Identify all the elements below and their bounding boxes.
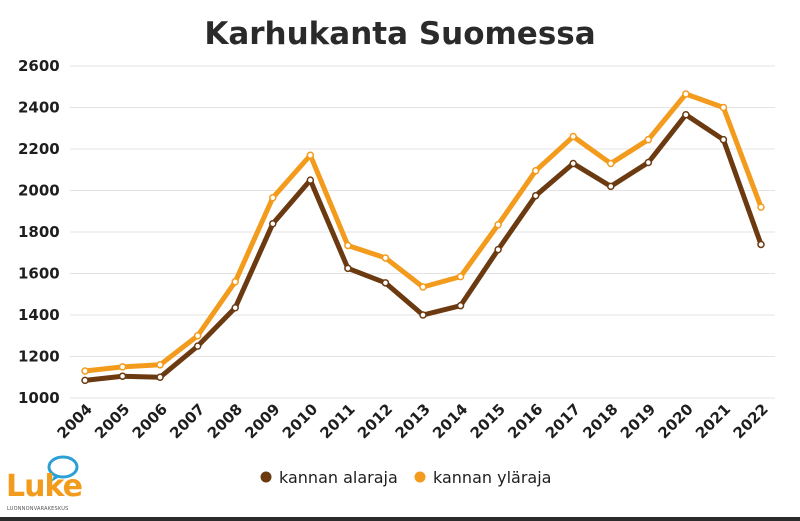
point-s0-2005 <box>118 372 127 380</box>
x-tick-label-2007: 2007 <box>166 400 208 442</box>
series-line-0 <box>82 112 764 383</box>
series-lines <box>81 90 765 385</box>
point-s0-2018 <box>607 182 615 191</box>
point-s1-2008 <box>231 278 239 286</box>
x-tick-label-2017: 2017 <box>542 400 584 442</box>
x-axis-ticks: 2004200520062007200820092010201120122013… <box>54 400 772 442</box>
point-s1-2005 <box>118 363 127 371</box>
x-tick-label-2014: 2014 <box>429 400 471 442</box>
point-s1-2014 <box>456 272 465 281</box>
luke-logo: Luke LUONNONVARAKESKUS <box>6 455 116 515</box>
point-s1-2020 <box>682 90 690 98</box>
logo-subtitle: LUONNONVARAKESKUS <box>7 506 69 512</box>
y-tick-label-2400: 2400 <box>18 99 60 117</box>
y-tick-label-1000: 1000 <box>18 389 60 407</box>
x-tick-label-2008: 2008 <box>204 400 246 442</box>
x-tick-label-2013: 2013 <box>392 400 434 442</box>
point-s1-2021 <box>719 103 728 112</box>
legend-label-lower: kannan alaraja <box>279 468 398 487</box>
point-s0-2009 <box>269 219 277 228</box>
x-tick-label-2004: 2004 <box>54 400 96 442</box>
x-tick-label-2005: 2005 <box>91 400 133 442</box>
series-line-1 <box>82 91 764 374</box>
point-s1-2012 <box>381 254 390 262</box>
point-s0-2004 <box>81 376 89 385</box>
point-s1-2017 <box>569 132 577 141</box>
point-s0-2014 <box>456 301 465 310</box>
y-tick-label-1800: 1800 <box>18 223 60 241</box>
x-tick-label-2006: 2006 <box>129 400 171 442</box>
point-s1-2019 <box>644 135 653 144</box>
x-tick-label-2022: 2022 <box>730 400 772 442</box>
bottom-rule <box>0 517 800 521</box>
logo-wordmark: Luke <box>6 469 83 504</box>
point-s1-2022 <box>757 203 765 211</box>
y-tick-label-2600: 2600 <box>18 57 60 75</box>
x-tick-label-2021: 2021 <box>692 400 734 442</box>
point-s0-2022 <box>757 240 765 249</box>
point-s0-2020 <box>682 111 690 119</box>
point-s0-2016 <box>531 191 540 200</box>
x-tick-label-2018: 2018 <box>579 400 621 442</box>
speech-bubble-icon <box>47 455 79 482</box>
legend-marker-upper <box>414 471 426 483</box>
point-s1-2015 <box>494 220 502 229</box>
x-tick-label-2015: 2015 <box>467 400 509 442</box>
point-s0-2008 <box>231 303 239 312</box>
point-s0-2021 <box>719 135 728 144</box>
chart-title: Karhukanta Suomessa <box>204 16 595 52</box>
point-s0-2011 <box>344 264 352 273</box>
x-tick-label-2011: 2011 <box>316 400 358 442</box>
point-s0-2006 <box>156 373 164 381</box>
x-tick-label-2016: 2016 <box>504 400 546 442</box>
y-tick-label-1600: 1600 <box>18 265 60 283</box>
x-tick-label-2012: 2012 <box>354 400 396 442</box>
point-s0-2010 <box>306 176 315 184</box>
y-tick-label-2000: 2000 <box>18 182 60 200</box>
y-tick-label-1400: 1400 <box>18 306 60 324</box>
legend-label-upper: kannan yläraja <box>433 468 551 487</box>
y-tick-label-2200: 2200 <box>18 140 60 158</box>
point-s0-2015 <box>494 245 502 254</box>
legend: kannan alaraja kannan yläraja <box>260 468 551 487</box>
point-s0-2019 <box>644 158 653 167</box>
point-s1-2004 <box>81 367 89 375</box>
point-s1-2011 <box>344 241 352 250</box>
point-s1-2010 <box>306 151 315 159</box>
y-axis-ticks: 1000 1200 1400 1600 1800 2000 2200 2400 2600 <box>18 57 60 407</box>
point-s1-2013 <box>419 283 427 291</box>
point-s1-2009 <box>269 194 277 202</box>
y-tick-label-1200: 1200 <box>18 348 60 366</box>
point-s0-2007 <box>193 342 202 350</box>
legend-marker-lower <box>260 471 272 483</box>
x-tick-label-2019: 2019 <box>617 400 659 442</box>
point-s1-2006 <box>156 361 164 369</box>
point-s0-2012 <box>381 279 390 287</box>
point-s1-2016 <box>531 167 540 175</box>
point-s1-2018 <box>607 159 615 168</box>
x-tick-label-2010: 2010 <box>279 400 321 442</box>
x-tick-label-2009: 2009 <box>241 400 283 442</box>
point-s0-2013 <box>419 311 427 319</box>
point-s1-2007 <box>193 332 202 340</box>
x-tick-label-2020: 2020 <box>654 400 696 442</box>
point-s0-2017 <box>569 159 577 168</box>
